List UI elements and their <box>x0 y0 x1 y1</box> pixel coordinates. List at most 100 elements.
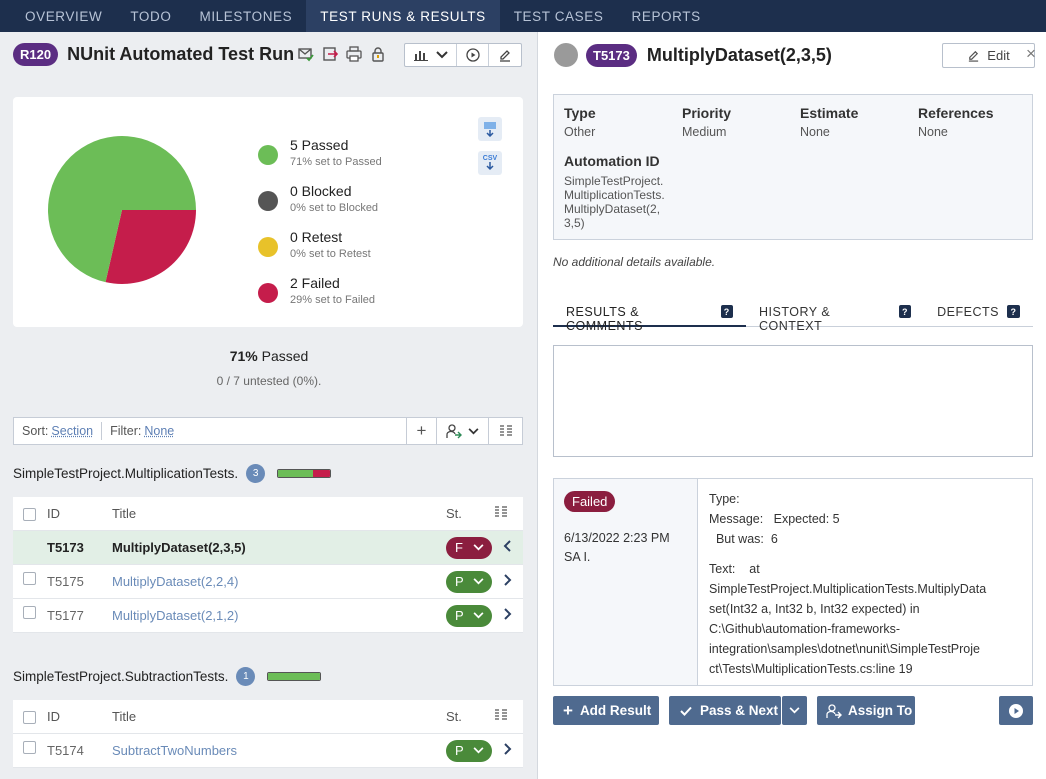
test-title[interactable]: MultiplyDataset(2,3,5) <box>112 540 246 555</box>
legend-blocked: 0 Blocked 0% set to Blocked <box>258 183 382 214</box>
nav-tab-test-cases[interactable]: TEST CASES <box>513 8 604 24</box>
chevron-down-icon <box>473 578 484 585</box>
prop-key: Type <box>564 105 596 121</box>
prop-type: Type Other <box>564 105 596 139</box>
test-title[interactable]: MultiplyDataset(2,1,2) <box>112 608 239 623</box>
prop-value: SimpleTestProject.MultiplicationTests.Mu… <box>564 174 665 230</box>
comment-textarea[interactable] <box>553 345 1033 457</box>
col-title: Title <box>112 506 137 521</box>
untested-summary: 0 / 7 untested (0%). <box>216 374 322 388</box>
pass-next-dropdown[interactable] <box>782 696 807 725</box>
run-test-button[interactable] <box>999 696 1033 725</box>
select-all-checkbox[interactable] <box>23 508 36 521</box>
status-dropdown-failed[interactable]: F <box>446 536 492 559</box>
col-status: St. <box>446 709 462 724</box>
pencil-icon <box>969 50 979 62</box>
status-dropdown-passed[interactable]: P <box>446 570 492 593</box>
result-meta: Failed 6/13/2022 2:23 PM SA I. <box>554 479 698 685</box>
test-title[interactable]: SubtractTwoNumbers <box>112 743 237 758</box>
nav-tab-milestones[interactable]: MILESTONES <box>199 8 293 24</box>
row-checkbox[interactable] <box>23 572 36 585</box>
assign-to-button[interactable]: Assign To <box>817 696 915 725</box>
assign-dropdown[interactable] <box>436 418 488 444</box>
help-icon[interactable]: ? <box>720 305 733 318</box>
filter-none-link[interactable]: None <box>144 424 175 438</box>
chevron-right-icon[interactable] <box>504 608 512 623</box>
chevron-right-icon[interactable] <box>504 574 512 589</box>
column-settings-button[interactable] <box>488 418 522 444</box>
add-button[interactable]: + <box>406 418 436 444</box>
tab-label: HISTORY & CONTEXT <box>758 305 831 333</box>
export-csv-icon[interactable]: CSV <box>478 151 502 175</box>
nav-tab-test-runs[interactable]: TEST RUNS & RESULTS <box>306 0 500 32</box>
legend-sublabel: 0% set to Blocked <box>290 202 379 214</box>
chart-view-dropdown[interactable] <box>405 44 457 66</box>
export-icon[interactable] <box>322 46 339 62</box>
prop-references: References None <box>918 105 994 139</box>
columns-icon[interactable] <box>494 709 508 724</box>
print-icon[interactable] <box>346 46 362 62</box>
row-checkbox[interactable] <box>23 606 36 619</box>
result-date: 6/13/2022 2:23 PM SA I. <box>564 529 687 567</box>
run-tests-button[interactable] <box>457 44 489 66</box>
test-title[interactable]: MultiplyDataset(2,2,4) <box>112 574 239 589</box>
sort-filter-bar: Sort: Section Filter: None + <box>13 417 523 445</box>
edit-button[interactable]: Edit <box>942 43 1035 68</box>
status-letter: P <box>455 743 464 758</box>
row-checkbox[interactable] <box>23 741 36 754</box>
section-header-multiplication[interactable]: SimpleTestProject.MultiplicationTests. 3 <box>13 464 332 483</box>
run-header: R120 NUnit Automated Test Run <box>13 43 294 66</box>
add-result-button[interactable]: + Add Result <box>553 696 659 725</box>
prop-key: Estimate <box>800 105 859 121</box>
status-dropdown-passed[interactable]: P <box>446 604 492 627</box>
test-title-heading: MultiplyDataset(2,3,5) <box>646 44 832 65</box>
pass-summary: 71% Passed <box>0 348 537 364</box>
result-entry: Failed 6/13/2022 2:23 PM SA I. Type: Mes… <box>553 478 1033 686</box>
prop-key: References <box>918 105 994 121</box>
result-trace-line: C:\Github\automation-frameworks- <box>709 622 901 636</box>
sort-section-link[interactable]: Section <box>51 424 94 438</box>
tab-history-context[interactable]: HISTORY & CONTEXT ? <box>746 305 924 333</box>
test-id: T5173 <box>47 540 84 555</box>
prop-value: None <box>800 125 830 139</box>
table-row[interactable]: T5173 MultiplyDataset(2,3,5) F <box>13 531 523 565</box>
no-details-text: No additional details available. <box>553 255 716 269</box>
pie-slice-passed <box>48 136 196 283</box>
nav-tab-todo[interactable]: TODO <box>130 8 172 24</box>
export-image-icon[interactable] <box>478 117 502 141</box>
nav-tab-overview[interactable]: OVERVIEW <box>25 8 103 24</box>
columns-icon[interactable] <box>494 506 508 521</box>
chevron-left-icon[interactable] <box>503 540 511 555</box>
result-butwas-line: But was: 6 <box>709 532 778 546</box>
table-row[interactable]: T5177 MultiplyDataset(2,1,2) P <box>13 599 523 633</box>
plus-icon: + <box>563 700 573 720</box>
mail-check-icon[interactable] <box>298 46 314 62</box>
legend-sublabel: 71% set to Passed <box>290 156 382 168</box>
table-row[interactable]: T5175 MultiplyDataset(2,2,4) P <box>13 565 523 599</box>
col-id: ID <box>47 506 60 521</box>
progress-passed <box>268 673 321 680</box>
edit-run-button[interactable] <box>489 44 521 66</box>
nav-tab-reports[interactable]: REPORTS <box>631 8 701 24</box>
sort-label: Sort: <box>22 424 49 438</box>
run-actions-group <box>404 43 522 67</box>
table-header: ID Title St. <box>13 700 523 734</box>
chevron-right-icon[interactable] <box>504 743 512 758</box>
pass-next-button[interactable]: Pass & Next <box>669 696 781 725</box>
help-icon[interactable]: ? <box>1007 305 1020 318</box>
status-dropdown-passed[interactable]: P <box>446 739 492 762</box>
legend-retest: 0 Retest 0% set to Retest <box>258 229 382 260</box>
legend-passed: 5 Passed 71% set to Passed <box>258 137 382 168</box>
user-assign-icon <box>446 424 462 439</box>
tab-label: DEFECTS <box>937 305 999 319</box>
tab-results-comments[interactable]: RESULTS & COMMENTS ? <box>553 305 746 333</box>
tab-defects[interactable]: DEFECTS ? <box>924 305 1033 327</box>
close-icon[interactable]: × <box>1026 44 1036 63</box>
help-icon[interactable]: ? <box>898 305 912 318</box>
lock-icon[interactable] <box>370 46 386 62</box>
section-header-subtraction[interactable]: SimpleTestProject.SubtractionTests. 1 <box>13 667 322 686</box>
bar-chart-icon <box>413 51 428 61</box>
select-all-checkbox[interactable] <box>23 711 36 724</box>
legend-label: 0 Blocked <box>290 183 352 199</box>
table-row[interactable]: T5174 SubtractTwoNumbers P <box>13 734 523 768</box>
